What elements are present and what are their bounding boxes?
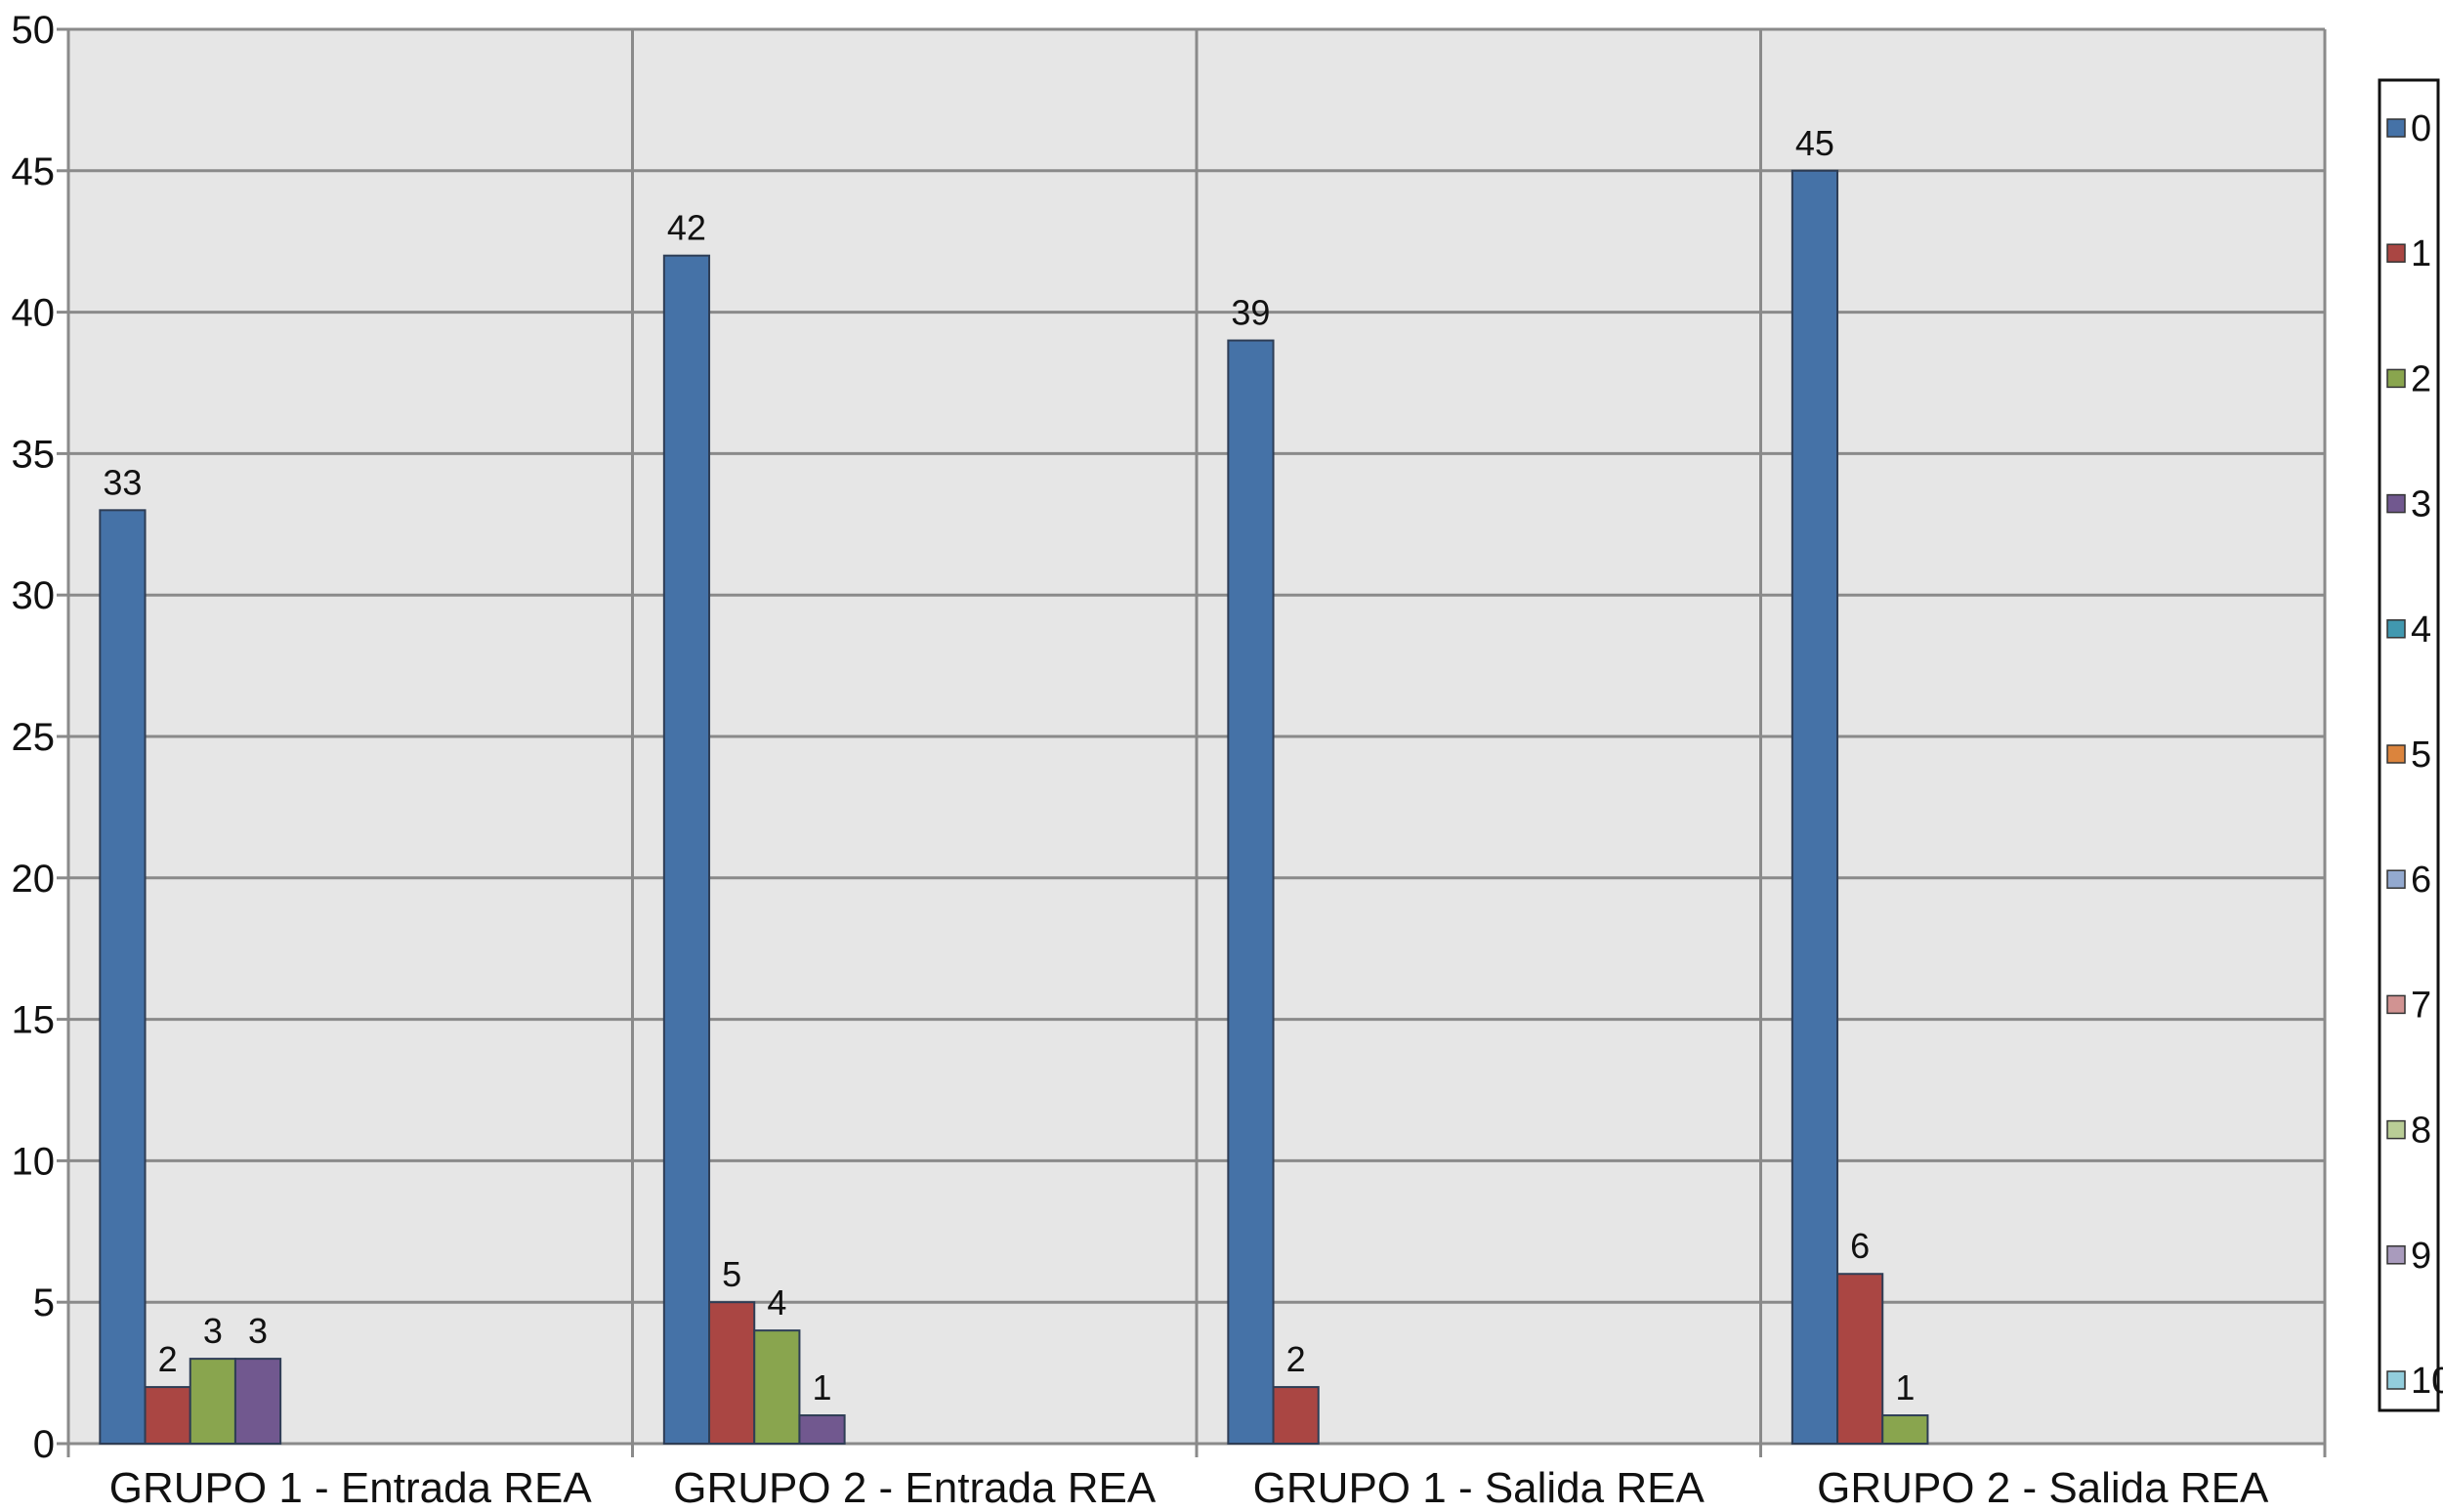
legend-swatch-7 <box>2386 994 2406 1015</box>
data-label: 45 <box>1795 123 1834 163</box>
legend-swatch-3 <box>2386 493 2406 514</box>
bar-1-3 <box>1272 1386 1320 1445</box>
bar-0-3 <box>1227 339 1275 1445</box>
data-label: 2 <box>158 1339 178 1379</box>
bar-2-1 <box>189 1358 236 1445</box>
data-label: 2 <box>1286 1339 1306 1379</box>
legend-swatch-1 <box>2386 243 2406 263</box>
y-tick-label: 5 <box>33 1281 55 1324</box>
y-tick-label: 35 <box>12 433 56 476</box>
data-labels: 33 42 39 45 2 5 2 6 3 4 1 3 1 <box>103 123 1915 1407</box>
x-category-label: GRUPO 2 - Entrada REA <box>673 1464 1157 1512</box>
bar-1-2 <box>708 1301 756 1445</box>
bars <box>99 169 1929 1446</box>
legend-swatch-4 <box>2386 619 2406 639</box>
y-tick-label: 50 <box>12 9 56 52</box>
data-label: 42 <box>667 208 706 248</box>
data-label: 1 <box>813 1367 832 1407</box>
data-label: 1 <box>1895 1367 1915 1407</box>
y-tick-label: 20 <box>12 858 56 901</box>
y-tick-label: 15 <box>12 999 56 1042</box>
legend-label-2: 2 <box>2411 358 2431 399</box>
data-label: 3 <box>248 1311 268 1351</box>
x-category-label: GRUPO 1 - Salida REA <box>1253 1464 1706 1512</box>
x-axis: GRUPO 1 - Entrada REA GRUPO 2 - Entrada R… <box>68 1442 2325 1512</box>
y-tick-label: 30 <box>12 574 56 617</box>
legend-label-1: 1 <box>2411 233 2431 274</box>
legend-label-5: 5 <box>2411 735 2431 776</box>
bar-0-4 <box>1790 169 1839 1445</box>
legend: 0 1 2 3 4 5 6 7 8 9 10 <box>2378 78 2443 1412</box>
legend-swatch-10 <box>2386 1370 2406 1390</box>
y-tick-label: 25 <box>12 716 56 759</box>
legend-swatch-0 <box>2386 118 2406 138</box>
x-category-label: GRUPO 1 - Entrada REA <box>109 1464 593 1512</box>
legend-label-0: 0 <box>2411 108 2431 149</box>
legend-label-6: 6 <box>2411 860 2431 901</box>
data-label: 33 <box>103 462 142 502</box>
bar-3-1 <box>233 1358 282 1445</box>
x-category-label: GRUPO 2 - Salida REA <box>1817 1464 2269 1512</box>
legend-label-3: 3 <box>2411 484 2431 525</box>
legend-swatch-5 <box>2386 744 2406 764</box>
legend-label-8: 8 <box>2411 1111 2431 1152</box>
data-label: 6 <box>1850 1226 1870 1266</box>
bar-0-1 <box>99 509 147 1445</box>
legend-swatch-8 <box>2386 1119 2406 1140</box>
data-label: 3 <box>203 1311 223 1351</box>
bar-1-4 <box>1836 1273 1884 1445</box>
data-label: 39 <box>1231 293 1270 333</box>
legend-swatch-9 <box>2386 1245 2406 1265</box>
legend-label-10: 10 <box>2411 1361 2443 1402</box>
data-label: 4 <box>767 1282 786 1323</box>
y-tick-label: 10 <box>12 1140 56 1183</box>
legend-label-9: 9 <box>2411 1236 2431 1277</box>
y-tick-label: 0 <box>33 1423 55 1466</box>
bar-1-1 <box>144 1386 191 1445</box>
bar-2-4 <box>1881 1414 1929 1446</box>
legend-swatch-6 <box>2386 869 2406 889</box>
y-tick-label: 45 <box>12 150 56 193</box>
y-axis: 0 5 10 15 20 25 30 35 40 45 50 <box>12 9 70 1466</box>
bar-3-2 <box>798 1414 846 1446</box>
bar-0-2 <box>662 254 711 1445</box>
legend-label-4: 4 <box>2411 609 2431 651</box>
bar-2-2 <box>753 1329 801 1446</box>
plot-area <box>66 27 2327 1457</box>
y-tick-label: 40 <box>12 292 56 335</box>
legend-swatch-2 <box>2386 368 2406 389</box>
legend-label-7: 7 <box>2411 985 2431 1026</box>
data-label: 5 <box>722 1254 741 1294</box>
